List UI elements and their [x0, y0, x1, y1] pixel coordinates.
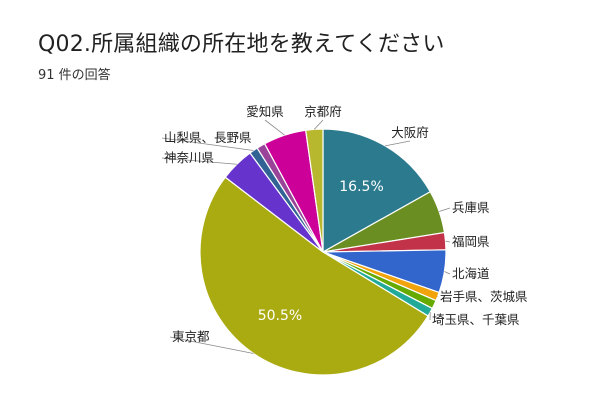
leader-line — [314, 119, 324, 130]
slice-category-label: 埼玉県、千葉県 — [432, 312, 520, 327]
slice-category-label: 山梨県、長野県 — [164, 130, 252, 145]
slice-category-label: 京都府 — [304, 104, 342, 119]
slice-category-label: 大阪府 — [391, 125, 429, 140]
leader-line — [445, 240, 451, 243]
slice-category-label: 東京都 — [172, 329, 210, 344]
response-count: 91 件の回答 — [38, 68, 111, 83]
leader-line — [444, 271, 451, 275]
slice-percent-label: 16.5% — [339, 179, 383, 195]
slice-category-label: 神奈川県 — [164, 150, 214, 165]
pie-slice — [322, 128, 432, 254]
slice-category-label: 兵庫県 — [452, 200, 490, 215]
slice-category-label: 岩手県、茨城県 — [440, 289, 528, 304]
leader-line — [169, 336, 254, 354]
leader-line — [264, 119, 285, 136]
slice-category-label: 愛知県 — [246, 104, 284, 119]
slice-category-label: 北海道 — [452, 266, 490, 281]
leader-line — [385, 140, 411, 147]
leader-line — [161, 157, 237, 165]
leader-line — [439, 207, 451, 212]
slice-category-label: 福岡県 — [452, 234, 490, 249]
slice-percent-label: 50.5% — [258, 308, 302, 324]
leader-line — [161, 137, 254, 151]
chart-title: Q02.所属組織の所在地を教えてください — [38, 32, 445, 57]
